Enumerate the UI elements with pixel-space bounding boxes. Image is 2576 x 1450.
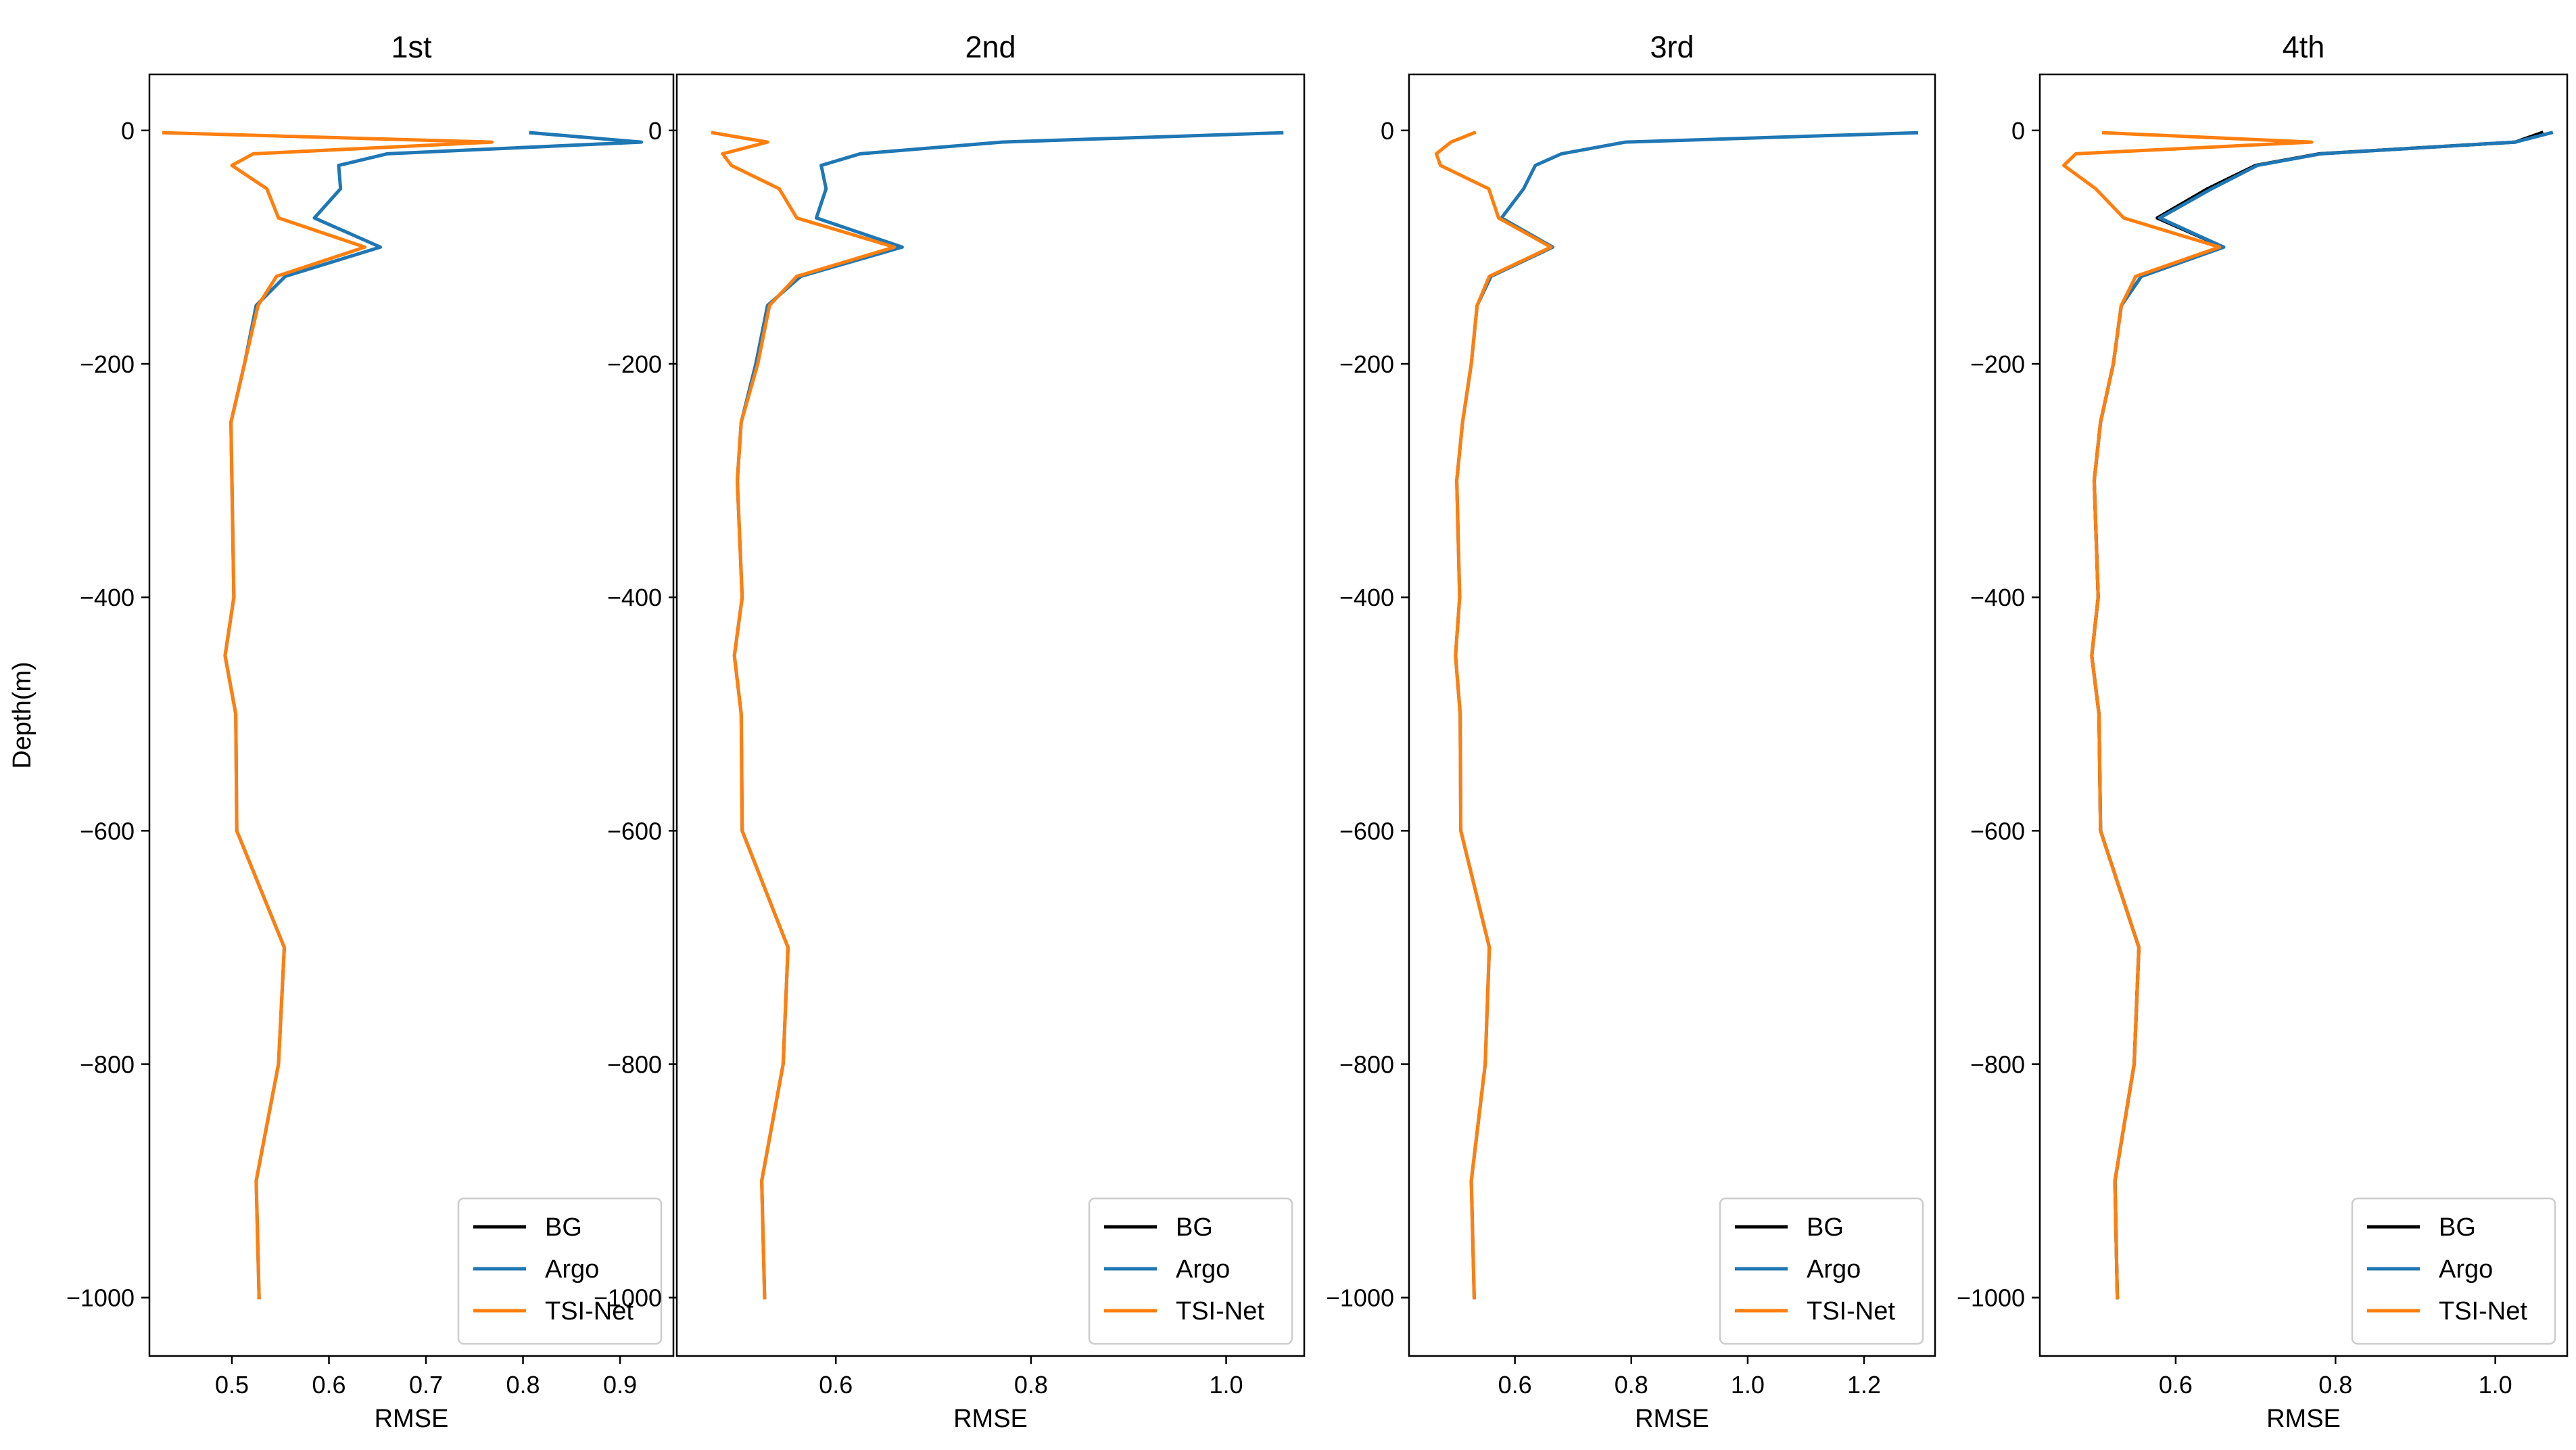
series-line-argo	[732, 131, 1284, 1300]
legend-label: BG	[1807, 1213, 1844, 1242]
x-tick-label: 0.5	[215, 1371, 249, 1399]
y-tick-label: 0	[1381, 117, 1394, 145]
series-line-bg	[2090, 131, 2544, 1300]
legend-label: TSI-Net	[1807, 1297, 1895, 1326]
x-axis-label: RMSE	[953, 1405, 1028, 1433]
legend-label: BG	[545, 1213, 582, 1242]
chart-panel-3: 3rd 0.6 0.8 1.0 1.2 0 −200 −400 −600 −800 −1000 RMS…	[1326, 30, 1936, 1433]
x-tick-label: 0.6	[2159, 1371, 2193, 1399]
legend-box	[1088, 1197, 1293, 1345]
x-tick-label: 0.8	[506, 1371, 540, 1399]
plot-frame	[148, 73, 675, 1357]
series-line-tsi-net	[711, 131, 897, 1300]
y-tick-label: −1000	[66, 1284, 135, 1312]
x-tick-label: 1.0	[2479, 1371, 2512, 1399]
series-line-argo	[223, 131, 644, 1300]
plot-frame	[675, 73, 1306, 1357]
legend: BG Argo TSI-Net	[457, 1197, 663, 1345]
legend-box	[457, 1197, 663, 1345]
y-tick-label: −1000	[1326, 1284, 1394, 1312]
y-tick-label: −200	[1970, 350, 2025, 378]
y-tick-label: −200	[1339, 350, 1394, 378]
legend: BG Argo TSI-Net	[2351, 1197, 2556, 1345]
y-tick-label: −600	[80, 817, 135, 845]
legend: BG Argo TSI-Net	[1088, 1197, 1293, 1345]
x-axis-label: RMSE	[1635, 1405, 1709, 1433]
legend-label: TSI-Net	[545, 1297, 634, 1326]
series-line-tsi-net	[1434, 131, 1553, 1300]
y-tick-label: −600	[1970, 817, 2025, 845]
series-line-tsi-net	[162, 131, 494, 1300]
y-tick-label: −600	[1339, 817, 1394, 845]
legend-label: Argo	[545, 1255, 599, 1284]
y-tick-label: −800	[1339, 1051, 1394, 1079]
y-tick-label: 0	[121, 117, 135, 145]
y-tick-label: −400	[80, 584, 135, 611]
y-tick-label: 0	[648, 117, 662, 145]
x-axis-label: RMSE	[375, 1405, 449, 1433]
y-tick-label: −200	[607, 350, 662, 378]
series-line-argo	[1454, 131, 1919, 1300]
y-tick-label: −600	[607, 817, 662, 845]
series-line-argo	[2090, 131, 2554, 1300]
panel-title: 3rd	[1650, 30, 1694, 64]
x-tick-label: 0.6	[819, 1371, 853, 1399]
x-tick-label: 1.2	[1847, 1371, 1881, 1399]
x-tick-label: 0.9	[603, 1371, 637, 1399]
x-tick-label: 0.7	[409, 1371, 443, 1399]
series-line-tsi-net	[2062, 131, 2314, 1300]
legend-label: BG	[2439, 1213, 2476, 1242]
y-tick-label: −200	[80, 350, 135, 378]
x-tick-label: 0.6	[312, 1371, 345, 1399]
plot-frame	[2038, 73, 2569, 1357]
x-tick-label: 1.0	[1731, 1371, 1765, 1399]
y-tick-label: −800	[1970, 1051, 2025, 1079]
y-tick-label: 0	[2011, 117, 2025, 145]
x-tick-label: 0.8	[1615, 1371, 1648, 1399]
legend-label: TSI-Net	[1176, 1297, 1264, 1326]
plot-frame	[1408, 73, 1936, 1357]
x-tick-label: 1.0	[1210, 1371, 1243, 1399]
panel-title: 1st	[391, 30, 432, 64]
chart-panel-2: 2nd 0.6 0.8 1.0 0 −200 −400 −600 −800 −1000 RMSE BG…	[594, 30, 1306, 1433]
legend-box	[1719, 1197, 1924, 1345]
y-tick-label: −1000	[594, 1284, 662, 1312]
x-tick-label: 0.6	[1498, 1371, 1532, 1399]
x-axis-label: RMSE	[2266, 1405, 2341, 1433]
chart-panel-1: 1st 0.5 0.6 0.7 0.8 0.9 0 −200 −400 −600 −800 −1000…	[8, 30, 675, 1433]
y-axis-label: Depth(m)	[8, 661, 37, 768]
panel-title: 2nd	[965, 30, 1016, 64]
legend-label: TSI-Net	[2439, 1297, 2527, 1326]
chart-panel-4: 4th 0.6 0.8 1.0 0 −200 −400 −600 −800 −1000 RMSE BG…	[1957, 30, 2569, 1433]
panel-title: 4th	[2283, 30, 2325, 64]
legend-label: BG	[1176, 1213, 1213, 1242]
y-tick-label: −400	[1970, 584, 2025, 611]
legend: BG Argo TSI-Net	[1719, 1197, 1924, 1345]
y-tick-label: −800	[607, 1051, 662, 1079]
legend-label: Argo	[1807, 1255, 1861, 1284]
legend-label: Argo	[2439, 1255, 2493, 1284]
x-tick-label: 0.8	[1014, 1371, 1048, 1399]
legend-box	[2351, 1197, 2556, 1345]
legend-label: Argo	[1176, 1255, 1230, 1284]
y-tick-label: −800	[80, 1051, 135, 1079]
y-tick-label: −1000	[1957, 1284, 2025, 1312]
y-tick-label: −400	[607, 584, 662, 611]
x-tick-label: 0.8	[2318, 1371, 2352, 1399]
y-tick-label: −400	[1339, 584, 1394, 611]
